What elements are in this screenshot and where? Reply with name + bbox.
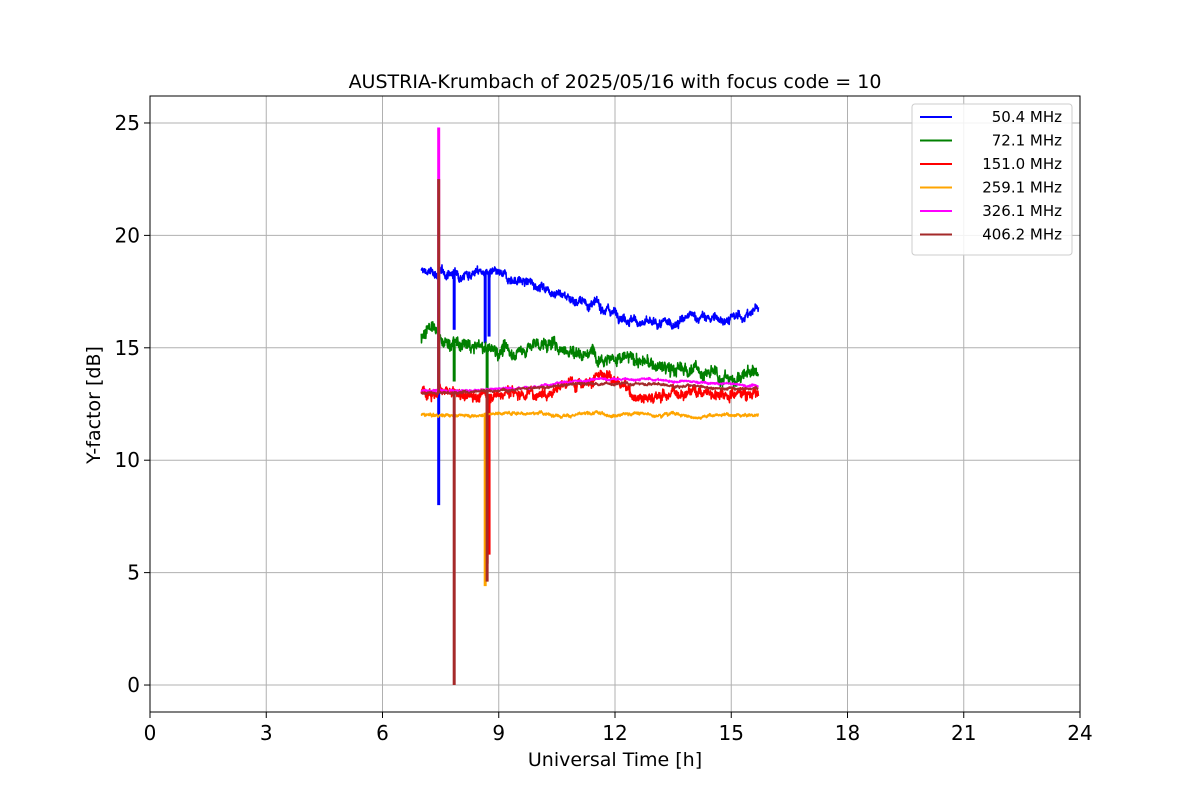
series-line-259-1-mhz	[420, 409, 760, 420]
y-tick-label: 5	[127, 561, 140, 585]
series-line-72-1-mhz	[420, 320, 760, 388]
legend-box	[911, 103, 1073, 256]
x-axis-title: Universal Time [h]	[528, 749, 702, 771]
chart-title: AUSTRIA-Krumbach of 2025/05/16 with focu…	[349, 71, 882, 93]
legend-label: 151.0 MHz	[982, 155, 1062, 173]
series-line-50-4-mhz	[420, 264, 760, 330]
series-line-151-0-mhz	[420, 369, 760, 404]
y-tick-label: 10	[115, 448, 140, 472]
x-tick-label: 9	[492, 721, 505, 745]
x-tick-label: 0	[144, 721, 157, 745]
legend-label: 259.1 MHz	[982, 179, 1062, 197]
x-tick-label: 3	[260, 721, 273, 745]
x-tick-label: 24	[1067, 721, 1092, 745]
y-tick-label: 20	[115, 223, 140, 247]
legend-label: 406.2 MHz	[982, 226, 1062, 244]
x-tick-label: 6	[376, 721, 389, 745]
series-line-406-2-mhz	[420, 381, 759, 396]
x-tick-label: 15	[719, 721, 744, 745]
x-tick-label: 12	[602, 721, 627, 745]
legend-label: 326.1 MHz	[982, 202, 1062, 220]
x-tick-label: 21	[951, 721, 976, 745]
legend: 50.4 MHz 72.1 MHz 151.0 MHz 259.1 MHz 326.1 …	[911, 103, 1073, 256]
y-axis-title: Y-factor [dB]	[83, 346, 105, 465]
legend-label: 72.1 MHz	[992, 132, 1062, 150]
legend-label: 50.4 MHz	[992, 108, 1062, 126]
plot-area: 0 3 6 9 12 15 18 21 24 0 5 10 15 20 25 50.4 MHz 72.1 MHz…	[115, 95, 1093, 745]
y-tick-label: 15	[115, 336, 140, 360]
y-tick-label: 25	[115, 111, 140, 135]
y-tick-label: 0	[127, 673, 140, 697]
x-tick-label: 18	[835, 721, 860, 745]
